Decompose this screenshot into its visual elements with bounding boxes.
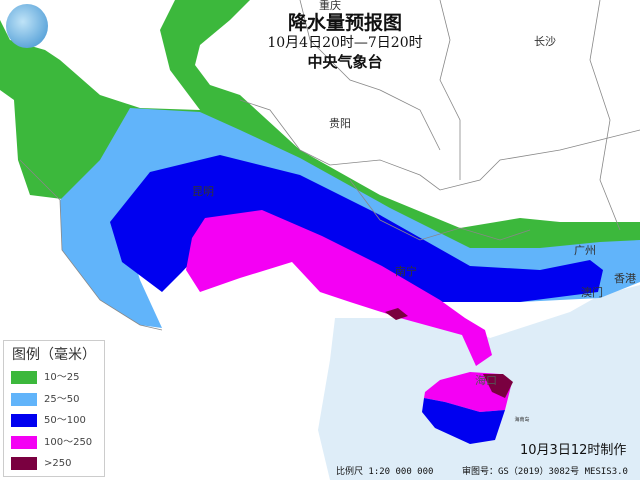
legend-swatch xyxy=(11,436,37,449)
legend-label: >250 xyxy=(44,458,72,469)
city-hongkong: 香港 xyxy=(614,272,636,285)
city-kunming: 昆明 xyxy=(192,185,214,198)
forecast-period: 10月4日20时—7日20时 xyxy=(267,35,423,51)
legend-label: 50～100 xyxy=(44,415,86,426)
province-borders xyxy=(19,0,640,331)
hainan-dark xyxy=(483,374,513,398)
approval-number: 审图号：GS（2019）3082号 MESIS3.0 xyxy=(462,467,628,477)
legend-swatch xyxy=(11,371,37,384)
issuer: 中央气象台 xyxy=(307,53,383,71)
city-chongqing: 重庆 xyxy=(319,0,341,12)
legend-label: 10～25 xyxy=(44,372,80,383)
legend-swatch xyxy=(11,393,37,406)
hainan-blue xyxy=(422,398,505,444)
hainan-island-label: 海南岛 xyxy=(514,417,530,423)
rain-zone-50-100 xyxy=(110,155,603,302)
scale: 比例尺 1:20 000 000 xyxy=(336,467,434,477)
city-nanning: 南宁 xyxy=(395,265,417,278)
legend-label: 100～250 xyxy=(44,437,93,448)
rain-zone-over-250 xyxy=(385,308,408,320)
city-haikou: 海口 xyxy=(475,374,497,387)
legend-title: 图例（毫米） xyxy=(12,347,96,363)
city-macau: 澳门 xyxy=(581,286,603,299)
rain-zone-100-250 xyxy=(186,210,492,366)
city-guangzhou: 广州 xyxy=(574,244,596,257)
logo xyxy=(6,4,48,48)
legend: 图例（毫米） 10～25 25～50 50～100 100～250 >250 xyxy=(3,340,105,477)
map-title: 降水量预报图 xyxy=(287,12,403,34)
legend-swatch xyxy=(11,414,37,427)
legend-label: 25～50 xyxy=(44,394,80,405)
made-time: 10月3日12时制作 xyxy=(520,443,627,458)
city-guiyang: 贵阳 xyxy=(329,117,351,130)
city-changsha: 长沙 xyxy=(534,35,556,48)
legend-swatch xyxy=(11,457,37,470)
